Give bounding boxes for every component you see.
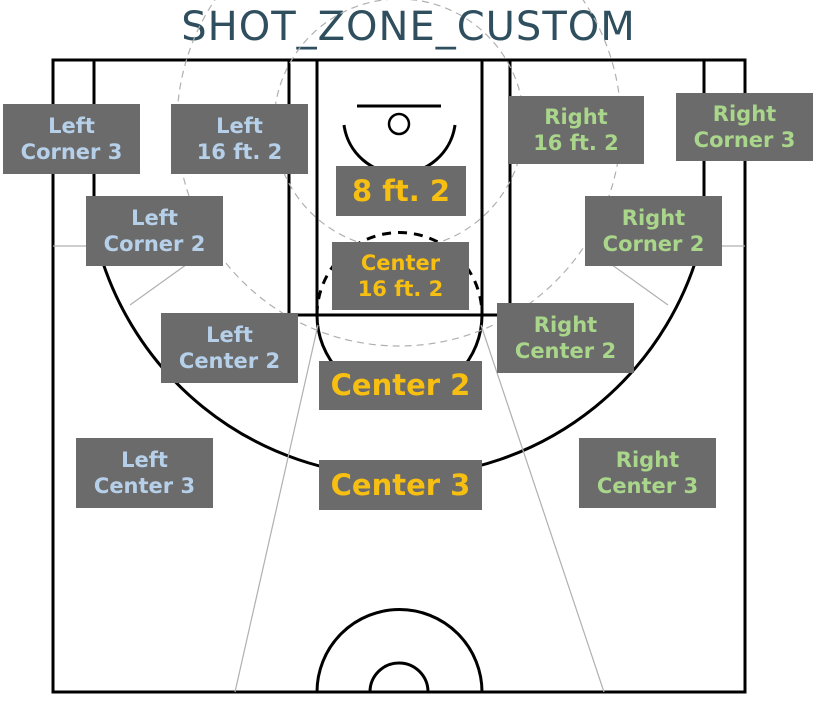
zone-label-right-center-3: Right Center 3 — [579, 438, 716, 508]
zone-divider-center-left — [234, 324, 319, 693]
zone-label-left-center-3: Left Center 3 — [76, 438, 213, 508]
zone-label-left-corner-2: Left Corner 2 — [86, 196, 223, 266]
lane-outer — [287, 58, 512, 317]
zone-label-left-corner-3: Left Corner 3 — [3, 104, 140, 174]
zone-label-right-corner-3: Right Corner 3 — [676, 93, 813, 161]
center-circle-inner — [368, 661, 430, 693]
hoop — [387, 112, 411, 136]
zone-label-center-16ft-2: Center 16 ft. 2 — [332, 242, 469, 310]
zone-label-center-3: Center 3 — [319, 460, 482, 510]
zone-label-right-corner-2: Right Corner 2 — [585, 196, 722, 266]
zone-divider-left-diagonal — [129, 261, 191, 306]
zone-label-left-16ft-2: Left 16 ft. 2 — [171, 104, 308, 174]
zone-label-right-16ft-2: Right 16 ft. 2 — [508, 96, 644, 164]
zone-label-center-2: Center 2 — [319, 361, 482, 410]
center-circle — [315, 608, 484, 693]
zone-label-right-center-2: Right Center 2 — [497, 303, 634, 373]
zone-label-left-center-2: Left Center 2 — [161, 313, 298, 383]
zone-divider-right-diagonal — [607, 261, 669, 306]
chart-title: SHOT_ZONE_CUSTOM — [181, 4, 636, 50]
zone-divider-center-right — [480, 324, 605, 693]
zone-label-center-8ft-2: 8 ft. 2 — [336, 166, 466, 216]
free-throw-circle-top — [315, 231, 484, 316]
